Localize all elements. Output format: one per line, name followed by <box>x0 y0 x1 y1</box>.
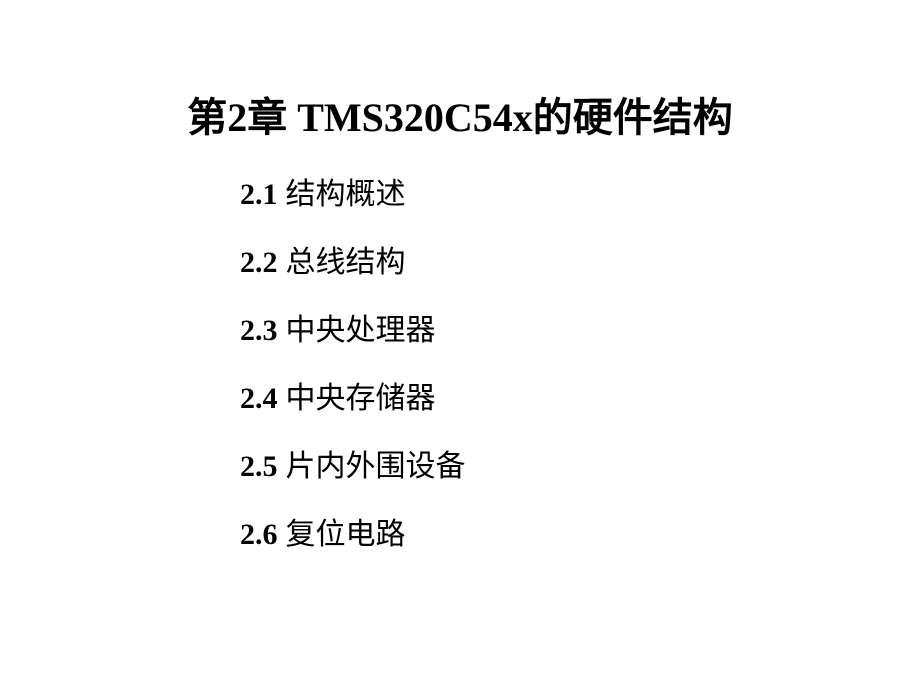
toc-item: 2.4中央存储器 <box>240 384 466 414</box>
table-of-contents: 2.1结构概述 2.2总线结构 2.3中央处理器 2.4中央存储器 2.5片内外… <box>240 180 466 588</box>
toc-number: 2.2 <box>240 246 278 279</box>
toc-item: 2.1结构概述 <box>240 180 466 210</box>
toc-number: 2.4 <box>240 382 278 415</box>
toc-item: 2.6复位电路 <box>240 520 466 550</box>
chapter-title: 第2章 TMS320C54x的硬件结构 <box>0 85 920 143</box>
toc-text: 结构概述 <box>286 178 406 211</box>
toc-text: 复位电路 <box>286 518 406 551</box>
toc-text: 总线结构 <box>286 246 406 279</box>
toc-number: 2.3 <box>240 314 278 347</box>
toc-number: 2.1 <box>240 178 278 211</box>
toc-item: 2.5片内外围设备 <box>240 452 466 482</box>
toc-text: 中央处理器 <box>286 314 436 347</box>
toc-text: 中央存储器 <box>286 382 436 415</box>
toc-number: 2.6 <box>240 518 278 551</box>
toc-text: 片内外围设备 <box>286 450 466 483</box>
toc-item: 2.3中央处理器 <box>240 316 466 346</box>
toc-item: 2.2总线结构 <box>240 248 466 278</box>
toc-number: 2.5 <box>240 450 278 483</box>
